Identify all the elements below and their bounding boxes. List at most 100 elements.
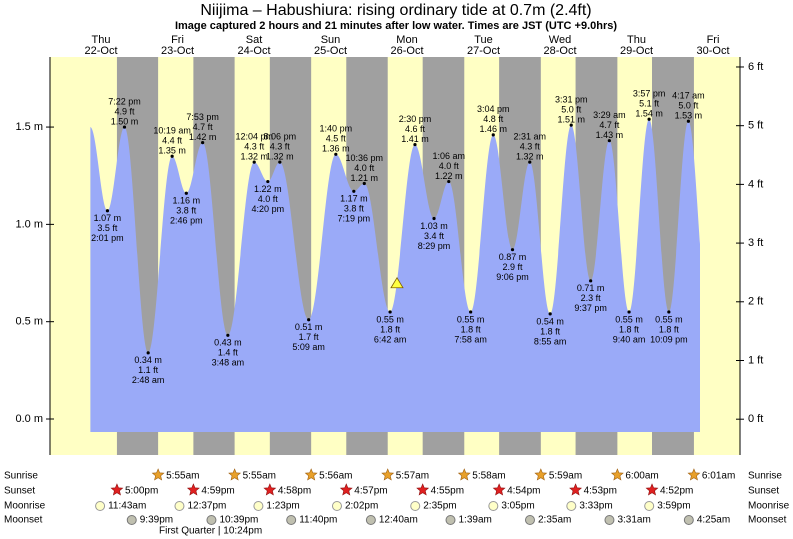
moon-phase: First Quarter | 10:24pm — [159, 526, 262, 537]
extreme-point — [278, 160, 282, 164]
event-time: 4:25am — [697, 515, 730, 526]
day-date: 24-Oct — [237, 45, 270, 57]
moonrise-icon — [566, 501, 577, 511]
event-time: 2:35am — [538, 515, 571, 526]
extreme-point — [362, 181, 366, 186]
sunset-icon — [416, 483, 430, 496]
day-name: Sun — [321, 34, 341, 46]
extreme-label: 1.8 ft — [461, 324, 482, 334]
extreme-label: 1.16 m — [173, 196, 201, 206]
extreme-label: 0.51 m — [295, 322, 323, 332]
moonrise-icon — [95, 501, 106, 511]
extreme-label: 0.54 m — [536, 316, 564, 326]
extreme-label: 1.53 m — [675, 111, 703, 121]
event-time: 11:40pm — [299, 515, 337, 526]
extreme-label: 1.22 m — [435, 171, 463, 181]
extreme-point — [447, 179, 451, 184]
day-name: Thu — [627, 34, 646, 46]
row-label: Moonrise — [4, 501, 46, 512]
extreme-point — [589, 279, 593, 283]
moonset-icon — [126, 515, 137, 525]
extreme-point — [146, 351, 150, 355]
event-time: 2:02pm — [345, 501, 378, 512]
extreme-label: 4.5 ft — [326, 134, 347, 144]
row-label: Sunset — [748, 486, 779, 497]
extreme-point — [413, 142, 417, 147]
extreme-label: 2.9 ft — [502, 262, 523, 272]
extreme-label: 1.21 m — [351, 173, 379, 183]
event-time: 6:01am — [702, 471, 735, 482]
moonset-icon — [524, 515, 535, 525]
extreme-point — [388, 310, 392, 314]
extreme-point — [307, 318, 311, 322]
sunrise-icon — [457, 468, 471, 481]
day-date: 29-Oct — [620, 45, 653, 57]
extreme-label: 0.87 m — [499, 252, 527, 262]
extreme-label: 9:40 am — [613, 334, 646, 344]
extreme-label: 1.42 m — [189, 132, 217, 142]
row-label: Moonset — [748, 515, 787, 526]
day-name: Fri — [171, 34, 184, 46]
extreme-point — [469, 310, 473, 314]
event-time: 4:55pm — [431, 486, 464, 497]
extreme-label: 4.3 ft — [244, 141, 265, 151]
extreme-point — [252, 160, 256, 164]
moonrise-icon — [644, 501, 655, 511]
extreme-label: 4.7 ft — [193, 122, 214, 132]
extreme-label: 3:57 pm — [633, 89, 666, 99]
extreme-label: 1.32 m — [266, 151, 294, 161]
extreme-label: 12:04 pm — [235, 131, 273, 141]
extreme-label: 7:53 pm — [186, 112, 219, 122]
sunrise-icon — [687, 468, 701, 481]
extreme-label: 8:55 am — [534, 336, 567, 346]
day-date: 30-Oct — [696, 45, 729, 57]
extreme-point — [510, 248, 515, 252]
extreme-label: 4.9 ft — [114, 106, 135, 116]
extreme-label: 9:06 pm — [496, 272, 529, 282]
y2-tick-label: 6 ft — [748, 61, 763, 73]
day-date: 22-Oct — [84, 45, 117, 57]
sunrise-icon — [228, 468, 242, 481]
extreme-label: 3:29 am — [593, 110, 626, 120]
extreme-label: 1.43 m — [596, 130, 624, 140]
extreme-label: 1.17 m — [340, 194, 368, 204]
extreme-label: 1.8 ft — [540, 326, 561, 336]
event-time: 12:37pm — [187, 501, 226, 512]
extreme-label: 7:22 pm — [108, 96, 141, 106]
extreme-label: 1.41 m — [401, 134, 429, 144]
moonrise-icon — [410, 501, 421, 511]
row-label: Sunrise — [4, 471, 38, 482]
extreme-label: 4.0 ft — [354, 163, 375, 173]
tide-area — [90, 119, 700, 432]
extreme-label: 3:04 pm — [477, 104, 510, 114]
sunset-icon — [492, 483, 506, 496]
extreme-label: 3:48 am — [212, 358, 245, 368]
extreme-label: 1.8 ft — [659, 324, 680, 334]
event-time: 4:58pm — [278, 486, 311, 497]
sunset-icon — [110, 483, 124, 496]
event-time: 2:35pm — [423, 501, 456, 512]
extreme-label: 8:29 pm — [418, 241, 451, 251]
extreme-point — [201, 141, 205, 145]
extreme-label: 2:30 pm — [399, 114, 432, 124]
extreme-label: 1.7 ft — [299, 332, 320, 342]
extreme-label: 2:01 pm — [91, 233, 124, 243]
extreme-label: 4.7 ft — [599, 120, 620, 130]
extreme-label: 0.55 m — [376, 314, 404, 324]
event-time: 11:43am — [108, 501, 146, 512]
day-date: 26-Oct — [390, 45, 423, 57]
row-label: Moonset — [4, 515, 43, 526]
event-time: 4:57pm — [354, 486, 387, 497]
extreme-point — [686, 119, 691, 123]
chart-title: Niijima – Habushiura: rising ordinary ti… — [200, 2, 591, 19]
event-time: 12:40am — [379, 515, 418, 526]
y2-tick-label: 1 ft — [748, 354, 763, 366]
extreme-label: 1.22 m — [254, 184, 282, 194]
extreme-point — [266, 179, 270, 184]
extreme-label: 1.54 m — [635, 109, 663, 119]
moonset-icon — [365, 515, 376, 525]
extreme-label: 5.0 ft — [678, 101, 699, 111]
extreme-label: 1.32 m — [516, 151, 544, 161]
event-time: 10:39pm — [219, 515, 258, 526]
day-date: 25-Oct — [314, 45, 347, 57]
